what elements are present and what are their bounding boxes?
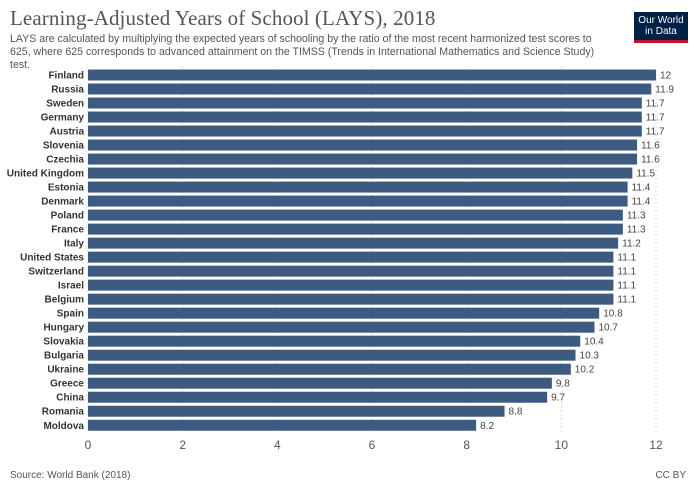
category-label: Spain [57,309,84,320]
bar [88,237,619,249]
logo-line-2: in Data [645,26,677,37]
license-label[interactable]: CC BY [655,470,686,481]
value-label: 11.5 [636,169,655,180]
bar [88,405,505,417]
bar [88,139,638,151]
category-label: Slovakia [43,337,84,348]
value-label: 11.1 [617,295,636,306]
value-label: 10.7 [598,323,618,334]
category-label: Belgium [45,295,85,306]
value-label: 11.7 [646,99,665,110]
bar [88,349,576,361]
category-label: Greece [50,379,84,390]
value-label: 11.4 [632,197,651,208]
source-note: Source: World Bank (2018) [10,470,131,481]
bar [88,209,623,221]
category-label: United States [20,253,84,264]
category-label: Bulgaria [44,351,84,362]
value-label: 10.4 [584,337,604,348]
value-label: 8.8 [509,407,523,418]
category-label: United Kingdom [7,169,84,180]
value-label: 11.6 [641,141,660,152]
bar [88,391,548,403]
bar [88,279,614,291]
chart-title: Learning-Adjusted Years of School (LAYS)… [10,6,436,30]
x-tick-label: 4 [274,438,281,452]
value-label: 11.3 [627,225,646,236]
category-label: Russia [51,85,84,96]
value-label: 11.4 [632,183,651,194]
category-label: Czechia [46,155,84,166]
x-tick-label: 10 [555,438,569,452]
value-label: 11.3 [627,211,646,222]
bar [88,97,642,109]
category-label: Poland [51,211,84,222]
value-label: 11.9 [655,85,674,96]
category-label: Romania [42,407,85,418]
category-label: Switzerland [28,267,84,278]
x-tick-label: 6 [369,438,376,452]
bar [88,181,628,193]
bar [88,153,638,165]
bar [88,69,656,81]
bar [88,419,477,431]
category-label: Israel [58,281,84,292]
logo-line-1: Our World [638,15,684,26]
bar [88,111,642,123]
category-label: France [51,225,84,236]
category-label: Ukraine [47,365,84,376]
value-label: 11.1 [617,253,636,264]
value-label: 11.6 [641,155,660,166]
value-label: 11.7 [646,127,665,138]
category-label: Italy [64,239,84,250]
category-label: Sweden [46,99,84,110]
value-label: 8.2 [480,421,494,432]
x-tick-label: 12 [649,438,663,452]
category-label: Moldova [43,421,84,432]
bar [88,195,628,207]
x-tick-label: 8 [463,438,470,452]
value-label: 10.8 [603,309,623,320]
bar [88,223,623,235]
value-label: 9.7 [551,393,565,404]
value-label: 11.1 [617,281,636,292]
bar [88,321,595,333]
x-tick-label: 2 [179,438,186,452]
bar [88,265,614,277]
bar [88,83,652,95]
category-label: Hungary [43,323,84,334]
category-label: Estonia [48,183,85,194]
value-label: 12 [660,71,672,82]
bar [88,335,581,347]
category-label: Germany [41,113,85,124]
owid-logo[interactable]: Our World in Data [634,12,688,43]
bar [88,307,600,319]
category-label: China [56,393,84,404]
value-label: 9.8 [556,379,570,390]
bar [88,125,642,137]
category-label: Finland [48,71,84,82]
value-label: 11.1 [617,267,636,278]
bar [88,363,571,375]
value-label: 10.2 [575,365,595,376]
x-tick-label: 0 [85,438,92,452]
value-label: 10.3 [580,351,600,362]
value-label: 11.7 [646,113,665,124]
value-label: 11.2 [622,239,641,250]
category-label: Austria [50,127,85,138]
bar [88,167,633,179]
category-label: Slovenia [43,141,85,152]
category-label: Denmark [41,197,84,208]
bar [88,377,552,389]
chart-subtitle: LAYS are calculated by multiplying the e… [10,33,595,71]
bar [88,251,614,263]
bar [88,293,614,305]
